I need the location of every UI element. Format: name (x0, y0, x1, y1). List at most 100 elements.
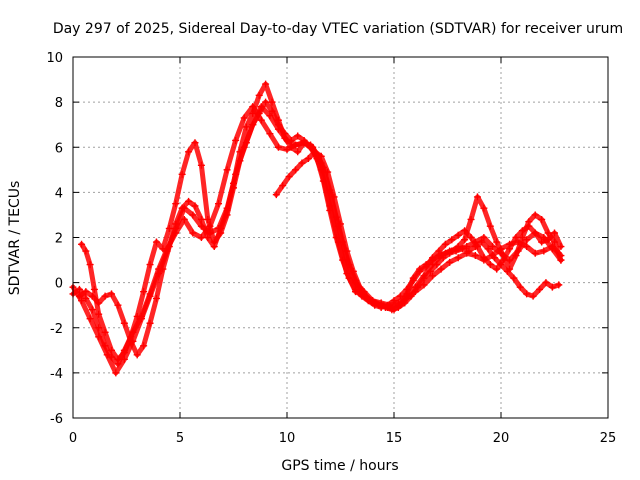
data-point (294, 148, 302, 156)
data-point (467, 234, 475, 241)
data-point (409, 274, 417, 282)
data-point (140, 342, 148, 350)
data-point (114, 355, 122, 363)
data-point (133, 312, 141, 320)
y-tick-label: 4 (55, 186, 63, 201)
data-point (146, 319, 154, 327)
data-point (429, 272, 437, 280)
data-point (548, 283, 556, 291)
series-track-3 (79, 99, 564, 362)
data-point (467, 215, 475, 223)
data-point (185, 197, 193, 205)
data-point (146, 261, 154, 269)
data-point (422, 261, 430, 269)
data-point (95, 310, 103, 318)
data-point (172, 200, 180, 208)
data-point (478, 238, 486, 246)
y-tick-label: -4 (50, 367, 63, 382)
data-point (197, 161, 205, 169)
data-point (300, 139, 308, 147)
data-point (204, 234, 212, 241)
data-point (95, 333, 103, 341)
data-point (108, 290, 116, 298)
data-point (86, 315, 94, 323)
data-point (407, 292, 415, 300)
data-point (332, 213, 340, 221)
data-point (516, 283, 524, 291)
data-point (461, 236, 469, 244)
data-point (390, 306, 398, 314)
data-point (551, 229, 558, 237)
y-tick-label: -6 (50, 412, 63, 427)
data-point (82, 288, 90, 296)
data-point (204, 215, 212, 223)
data-point (512, 234, 520, 241)
data-point (304, 155, 312, 163)
data-point (88, 292, 96, 300)
data-point (178, 204, 186, 212)
data-point (480, 234, 488, 241)
data-point (458, 245, 466, 253)
data-point (339, 256, 347, 264)
data-point (531, 211, 539, 219)
data-point (78, 240, 86, 248)
data-point (146, 292, 154, 300)
data-point (557, 256, 565, 264)
data-point (140, 288, 148, 296)
data-series (69, 80, 565, 377)
data-point (120, 319, 128, 327)
data-point (484, 245, 492, 253)
data-point (137, 315, 145, 323)
data-point (488, 243, 496, 251)
data-point (294, 132, 302, 140)
data-point (159, 245, 167, 253)
data-point (249, 109, 257, 117)
data-point (538, 238, 546, 246)
data-point (454, 231, 462, 239)
data-point (441, 240, 449, 248)
data-point (448, 247, 456, 255)
data-point (339, 238, 347, 246)
data-point (223, 206, 231, 214)
data-point (197, 215, 205, 223)
data-point (172, 220, 180, 228)
data-point (435, 252, 443, 260)
series-track-1 (70, 104, 564, 367)
data-point (103, 351, 111, 359)
data-point (292, 166, 300, 174)
x-tick-label: 15 (386, 431, 403, 446)
data-point (272, 191, 280, 199)
data-point (279, 182, 287, 190)
y-tick-label: 6 (55, 141, 63, 156)
data-point (266, 130, 274, 138)
data-point (332, 234, 340, 241)
data-point (512, 252, 520, 260)
data-point (364, 297, 372, 305)
x-tick-label: 10 (279, 431, 296, 446)
data-point (506, 265, 514, 273)
data-point (262, 80, 270, 88)
data-point (223, 166, 231, 174)
data-point (371, 299, 379, 307)
data-point (497, 261, 505, 269)
data-point (358, 290, 366, 298)
data-point (499, 252, 507, 260)
data-point (255, 91, 263, 99)
data-point (313, 150, 321, 158)
data-point (433, 261, 441, 269)
data-point (242, 123, 250, 131)
data-point (319, 164, 327, 172)
data-point (152, 294, 160, 302)
data-point (493, 265, 501, 273)
chart-title: Day 297 of 2025, Sidereal Day-to-day VTE… (53, 21, 623, 37)
data-point (101, 292, 109, 300)
data-point (86, 261, 94, 269)
data-point (88, 306, 96, 314)
y-axis-label: SDTVAR / TECUs (7, 181, 23, 296)
y-tick-label: 10 (46, 51, 63, 66)
data-point (326, 186, 334, 194)
data-point (268, 98, 276, 106)
x-tick-label: 20 (493, 431, 510, 446)
data-point (448, 236, 456, 244)
